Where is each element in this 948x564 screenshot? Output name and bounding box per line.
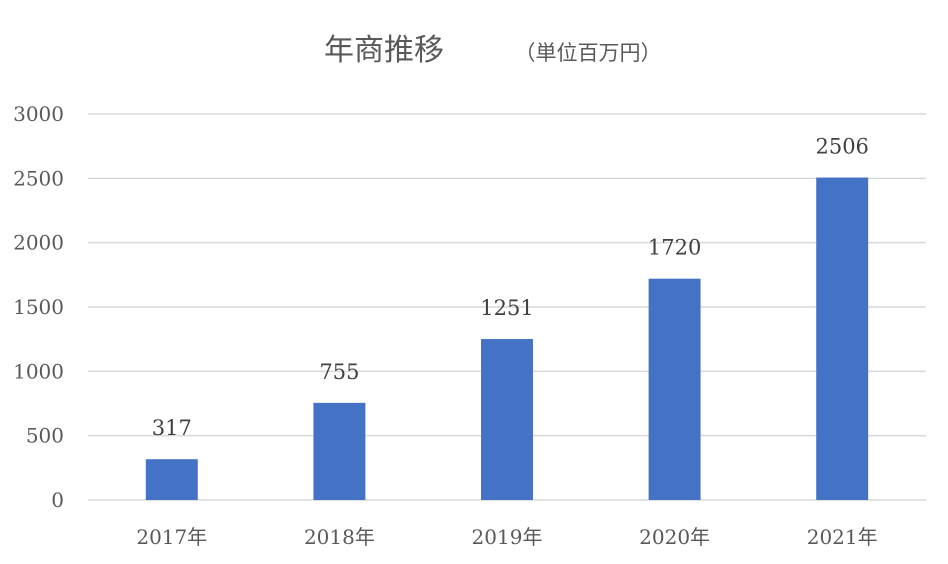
data-label: 755	[319, 360, 359, 384]
x-tick-label: 2020年	[639, 525, 710, 549]
bar	[816, 177, 869, 500]
bar	[313, 402, 366, 500]
y-tick-label: 1000	[13, 359, 64, 383]
y-tick-label: 2500	[13, 166, 64, 190]
y-axis-ticks: 0 500 1000 1500 2000 2500 3000	[13, 102, 64, 512]
bar	[145, 459, 198, 500]
y-tick-label: 2000	[13, 231, 64, 255]
x-tick-label: 2019年	[472, 525, 543, 549]
bars	[145, 177, 869, 500]
y-tick-label: 0	[51, 488, 64, 512]
y-tick-label: 3000	[13, 102, 64, 126]
chart-title: 年商推移	[324, 33, 444, 68]
y-tick-label: 1500	[13, 295, 64, 319]
data-labels: 317 755 1251 1720 2506	[152, 135, 869, 441]
data-label: 1251	[480, 296, 533, 320]
x-axis-ticks: 2017年 2018年 2019年 2020年 2021年	[136, 525, 877, 549]
data-label: 2506	[815, 135, 868, 159]
data-label: 1720	[648, 236, 701, 260]
y-tick-label: 500	[26, 424, 64, 448]
bar	[481, 339, 533, 500]
x-tick-label: 2021年	[807, 525, 878, 549]
x-tick-label: 2018年	[304, 525, 375, 549]
bar	[648, 278, 701, 500]
chart-subtitle: （単位百万円）	[515, 41, 662, 65]
x-tick-label: 2017年	[136, 525, 207, 549]
data-label: 317	[152, 416, 192, 440]
